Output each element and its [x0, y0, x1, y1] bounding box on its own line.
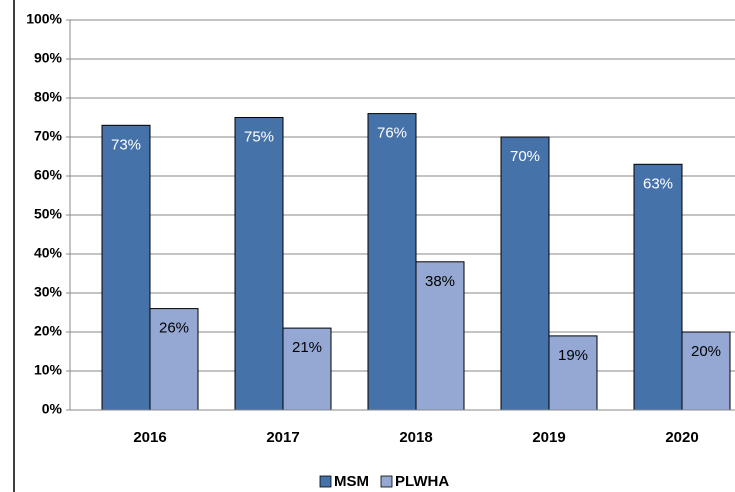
value-label: 21% — [292, 339, 322, 356]
y-tick-label: 40% — [34, 245, 63, 261]
y-tick-label: 90% — [34, 50, 63, 66]
bar — [548, 335, 598, 411]
bar — [633, 163, 683, 411]
y-tick-label: 70% — [34, 128, 63, 144]
y-tick-label: 30% — [34, 284, 63, 300]
x-tick-label: 2018 — [399, 429, 432, 446]
bar — [681, 331, 731, 411]
value-label: 70% — [510, 148, 540, 165]
x-tick-label: 2016 — [133, 429, 166, 446]
legend-label: PLWHA — [395, 473, 449, 490]
legend-swatch — [380, 475, 393, 488]
value-label: 63% — [643, 175, 673, 192]
bar — [282, 327, 332, 411]
value-label: 38% — [425, 273, 455, 290]
value-label: 26% — [159, 320, 189, 337]
y-tick-label: 0% — [42, 401, 63, 417]
legend-swatch — [319, 475, 332, 488]
bar — [367, 113, 417, 411]
x-tick-label: 2020 — [665, 429, 698, 446]
bar — [415, 261, 465, 411]
bar — [500, 136, 550, 411]
bar — [101, 124, 151, 411]
value-label: 20% — [691, 343, 721, 360]
value-label: 73% — [111, 136, 141, 153]
x-tick-label: 2017 — [266, 429, 299, 446]
y-tick-label: 20% — [34, 323, 63, 339]
y-tick-label: 100% — [26, 11, 62, 27]
bar — [234, 117, 284, 411]
y-tick-label: 60% — [34, 167, 63, 183]
value-label: 19% — [558, 347, 588, 364]
y-tick-label: 50% — [34, 206, 63, 222]
legend-label: MSM — [334, 473, 369, 490]
x-tick-label: 2019 — [532, 429, 565, 446]
value-label: 75% — [244, 128, 274, 145]
bar — [149, 308, 199, 411]
value-label: 76% — [377, 125, 407, 142]
y-tick-label: 80% — [34, 89, 63, 105]
y-tick-label: 10% — [34, 362, 63, 378]
